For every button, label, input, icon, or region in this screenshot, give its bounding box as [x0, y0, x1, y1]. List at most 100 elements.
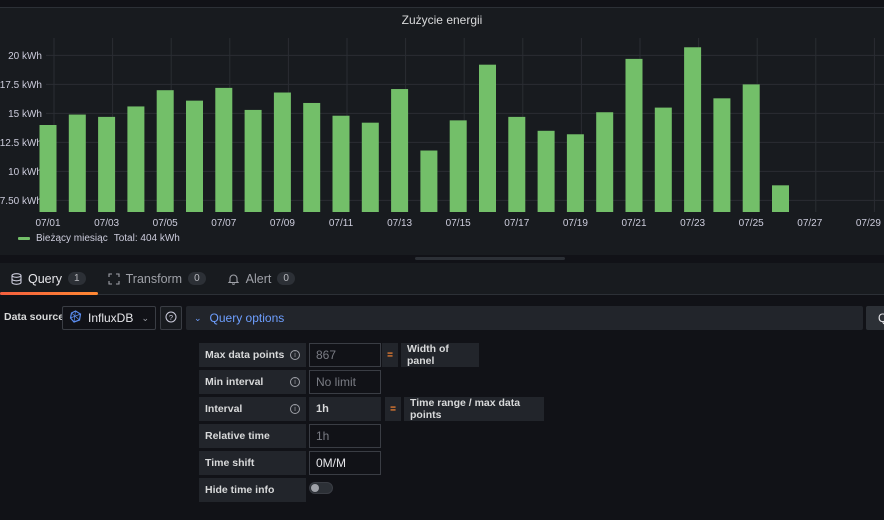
y-tick-label: 10 kWh	[8, 167, 42, 178]
interval-label: Interval i	[199, 397, 306, 421]
bar	[127, 106, 145, 212]
bar	[361, 122, 379, 212]
relative-time-input[interactable]: 1h	[309, 424, 381, 448]
bar	[684, 47, 702, 212]
max-data-points-input[interactable]: 867	[309, 343, 381, 367]
relative-time-label: Relative time	[199, 424, 306, 448]
time-shift-input[interactable]: 0M/M	[309, 451, 381, 475]
option-time-shift: Time shift 0M/M	[199, 451, 389, 475]
x-tick-label: 07/03	[94, 218, 119, 229]
question-circle-icon: ?	[165, 311, 177, 326]
tab-alert-count: 0	[277, 272, 295, 285]
tab-alert[interactable]: Alert 0	[218, 263, 307, 294]
bar	[215, 87, 233, 212]
hide-time-info-label-text: Hide time info	[205, 484, 275, 496]
bar	[508, 116, 526, 212]
max-data-points-note: Width of panel	[401, 343, 479, 367]
time-shift-label: Time shift	[199, 451, 306, 475]
bar	[713, 98, 731, 212]
y-tick-label: 15 kWh	[8, 109, 42, 120]
max-data-points-label: Max data points i	[199, 343, 306, 367]
x-tick-label: 07/29	[856, 218, 881, 229]
bar	[420, 150, 438, 212]
x-tick-label: 07/25	[739, 218, 764, 229]
bar	[479, 64, 496, 213]
option-hide-time-info: Hide time info	[199, 478, 389, 502]
x-tick-label: 07/09	[270, 218, 295, 229]
y-tick-label: 20 kWh	[8, 51, 42, 62]
chevron-down-icon: ⌄	[141, 312, 149, 323]
data-source-value: InfluxDB	[88, 311, 134, 325]
info-icon[interactable]: i	[290, 350, 300, 360]
svg-text:?: ?	[169, 312, 173, 321]
tab-query[interactable]: Query 1	[0, 263, 98, 295]
option-max-data-points: Max data points i 867 = Width of panel	[199, 343, 479, 367]
option-interval: Interval i 1h = Time range / max data po…	[199, 397, 544, 421]
tab-transform[interactable]: Transform 0	[98, 263, 218, 294]
splitter-handle[interactable]	[415, 257, 565, 260]
tab-query-count: 1	[68, 272, 86, 285]
bar	[332, 115, 350, 212]
x-tick-label: 07/23	[680, 218, 705, 229]
x-tick-label: 07/05	[153, 218, 178, 229]
bar	[244, 109, 262, 212]
tab-transform-label: Transform	[125, 271, 183, 286]
x-tick-label: 07/17	[504, 218, 529, 229]
x-tick-label: 07/01	[35, 218, 60, 229]
hide-time-info-toggle[interactable]	[309, 482, 333, 494]
legend-series-name[interactable]: Bieżący miesiąc	[36, 233, 108, 244]
query-inspector-button[interactable]: Q	[866, 306, 884, 330]
bar	[273, 92, 291, 212]
bar	[742, 84, 760, 212]
interval-value: 1h	[309, 397, 381, 421]
bar	[625, 58, 643, 212]
bell-icon	[228, 273, 240, 285]
x-tick-label: 07/13	[387, 218, 412, 229]
bar	[391, 89, 409, 212]
bar	[566, 134, 584, 212]
relative-time-label-text: Relative time	[205, 430, 270, 442]
y-tick-label: 7.50 kWh	[0, 196, 42, 207]
tab-alert-label: Alert	[245, 271, 272, 286]
min-interval-label-text: Min interval	[205, 376, 264, 388]
x-tick-label: 07/21	[621, 218, 646, 229]
min-interval-label: Min interval i	[199, 370, 306, 394]
info-icon[interactable]: i	[290, 377, 300, 387]
chart-legend[interactable]: Bieżący miesiąc Total: 404 kWh	[18, 233, 180, 244]
interval-label-text: Interval	[205, 403, 243, 415]
bar	[654, 107, 672, 212]
bar	[449, 120, 467, 212]
bar	[596, 112, 614, 212]
bar	[537, 130, 555, 212]
data-source-picker[interactable]: InfluxDB ⌄	[62, 306, 156, 330]
time-shift-label-text: Time shift	[205, 457, 255, 469]
query-options-toggle[interactable]: ⌄ Query options	[186, 306, 863, 330]
influxdb-logo-icon	[69, 310, 82, 326]
bar	[303, 102, 321, 212]
option-min-interval: Min interval i No limit	[199, 370, 389, 394]
bar	[68, 114, 86, 212]
tab-transform-count: 0	[188, 272, 206, 285]
info-icon[interactable]: i	[290, 404, 300, 414]
bar	[186, 100, 203, 212]
bar	[772, 185, 789, 212]
chevron-down-icon: ⌄	[194, 312, 202, 323]
equals-sign: =	[385, 397, 401, 421]
panel-title[interactable]: Zużycie energii	[401, 13, 483, 27]
x-tick-label: 07/15	[446, 218, 471, 229]
bar	[156, 90, 174, 212]
query-editor: Data source InfluxDB ⌄ ? ⌄ Query options…	[0, 295, 884, 520]
interval-note: Time range / max data points	[404, 397, 544, 421]
hide-time-info-label: Hide time info	[199, 478, 306, 502]
y-tick-label: 12.5 kWh	[0, 138, 42, 149]
help-button[interactable]: ?	[160, 306, 182, 330]
data-source-label: Data source	[4, 311, 65, 323]
editor-tabs: Query 1 Transform 0 Alert 0	[0, 263, 884, 295]
chart-panel: Zużycie energii 7.50 kWh 10 kWh 12.5 kWh 15…	[0, 7, 884, 255]
x-tick-label: 07/07	[211, 218, 236, 229]
min-interval-input[interactable]: No limit	[309, 370, 381, 394]
tab-query-label: Query	[28, 271, 63, 286]
legend-swatch	[18, 237, 30, 240]
max-data-points-label-text: Max data points	[205, 349, 285, 361]
transform-icon	[108, 272, 120, 285]
